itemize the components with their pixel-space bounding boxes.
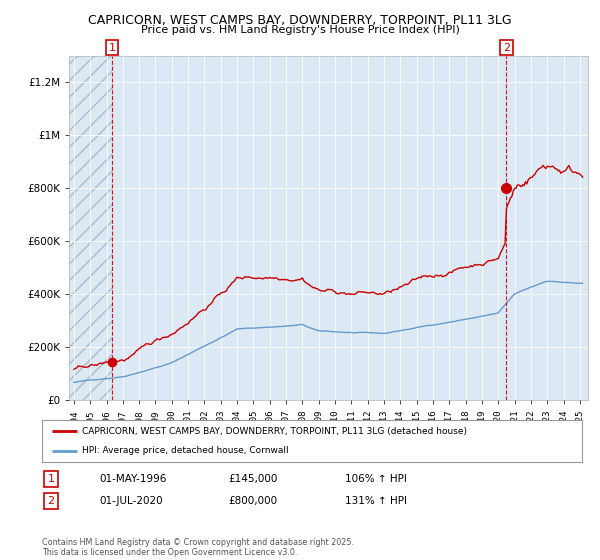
Text: 131% ↑ HPI: 131% ↑ HPI (345, 496, 407, 506)
Text: CAPRICORN, WEST CAMPS BAY, DOWNDERRY, TORPOINT, PL11 3LG (detached house): CAPRICORN, WEST CAMPS BAY, DOWNDERRY, TO… (83, 427, 467, 436)
Text: Price paid vs. HM Land Registry's House Price Index (HPI): Price paid vs. HM Land Registry's House … (140, 25, 460, 35)
Text: £145,000: £145,000 (228, 474, 277, 484)
Text: 2: 2 (47, 496, 55, 506)
Text: £800,000: £800,000 (228, 496, 277, 506)
Text: 01-JUL-2020: 01-JUL-2020 (99, 496, 163, 506)
Text: HPI: Average price, detached house, Cornwall: HPI: Average price, detached house, Corn… (83, 446, 289, 455)
Bar (69, 56, 112, 400)
Text: 106% ↑ HPI: 106% ↑ HPI (345, 474, 407, 484)
Text: CAPRICORN, WEST CAMPS BAY, DOWNDERRY, TORPOINT, PL11 3LG: CAPRICORN, WEST CAMPS BAY, DOWNDERRY, TO… (88, 14, 512, 27)
Text: 2: 2 (503, 43, 510, 53)
Text: 01-MAY-1996: 01-MAY-1996 (99, 474, 166, 484)
Text: 1: 1 (47, 474, 55, 484)
Text: Contains HM Land Registry data © Crown copyright and database right 2025.
This d: Contains HM Land Registry data © Crown c… (42, 538, 354, 557)
Bar (69, 56, 112, 400)
Text: 1: 1 (109, 43, 115, 53)
